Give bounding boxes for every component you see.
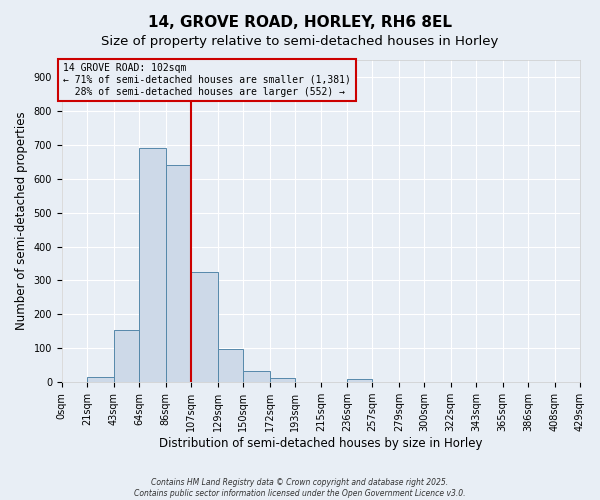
Bar <box>269 378 295 382</box>
Bar <box>114 330 139 382</box>
X-axis label: Distribution of semi-detached houses by size in Horley: Distribution of semi-detached houses by … <box>159 437 482 450</box>
Bar <box>218 349 243 382</box>
Bar <box>139 148 166 382</box>
Text: Contains HM Land Registry data © Crown copyright and database right 2025.
Contai: Contains HM Land Registry data © Crown c… <box>134 478 466 498</box>
Bar <box>87 377 114 382</box>
Bar <box>166 165 191 382</box>
Text: Size of property relative to semi-detached houses in Horley: Size of property relative to semi-detach… <box>101 35 499 48</box>
Text: 14, GROVE ROAD, HORLEY, RH6 8EL: 14, GROVE ROAD, HORLEY, RH6 8EL <box>148 15 452 30</box>
Bar <box>243 372 269 382</box>
Bar <box>191 272 218 382</box>
Bar <box>347 379 372 382</box>
Y-axis label: Number of semi-detached properties: Number of semi-detached properties <box>15 112 28 330</box>
Text: 14 GROVE ROAD: 102sqm
← 71% of semi-detached houses are smaller (1,381)
  28% of: 14 GROVE ROAD: 102sqm ← 71% of semi-deta… <box>63 64 351 96</box>
